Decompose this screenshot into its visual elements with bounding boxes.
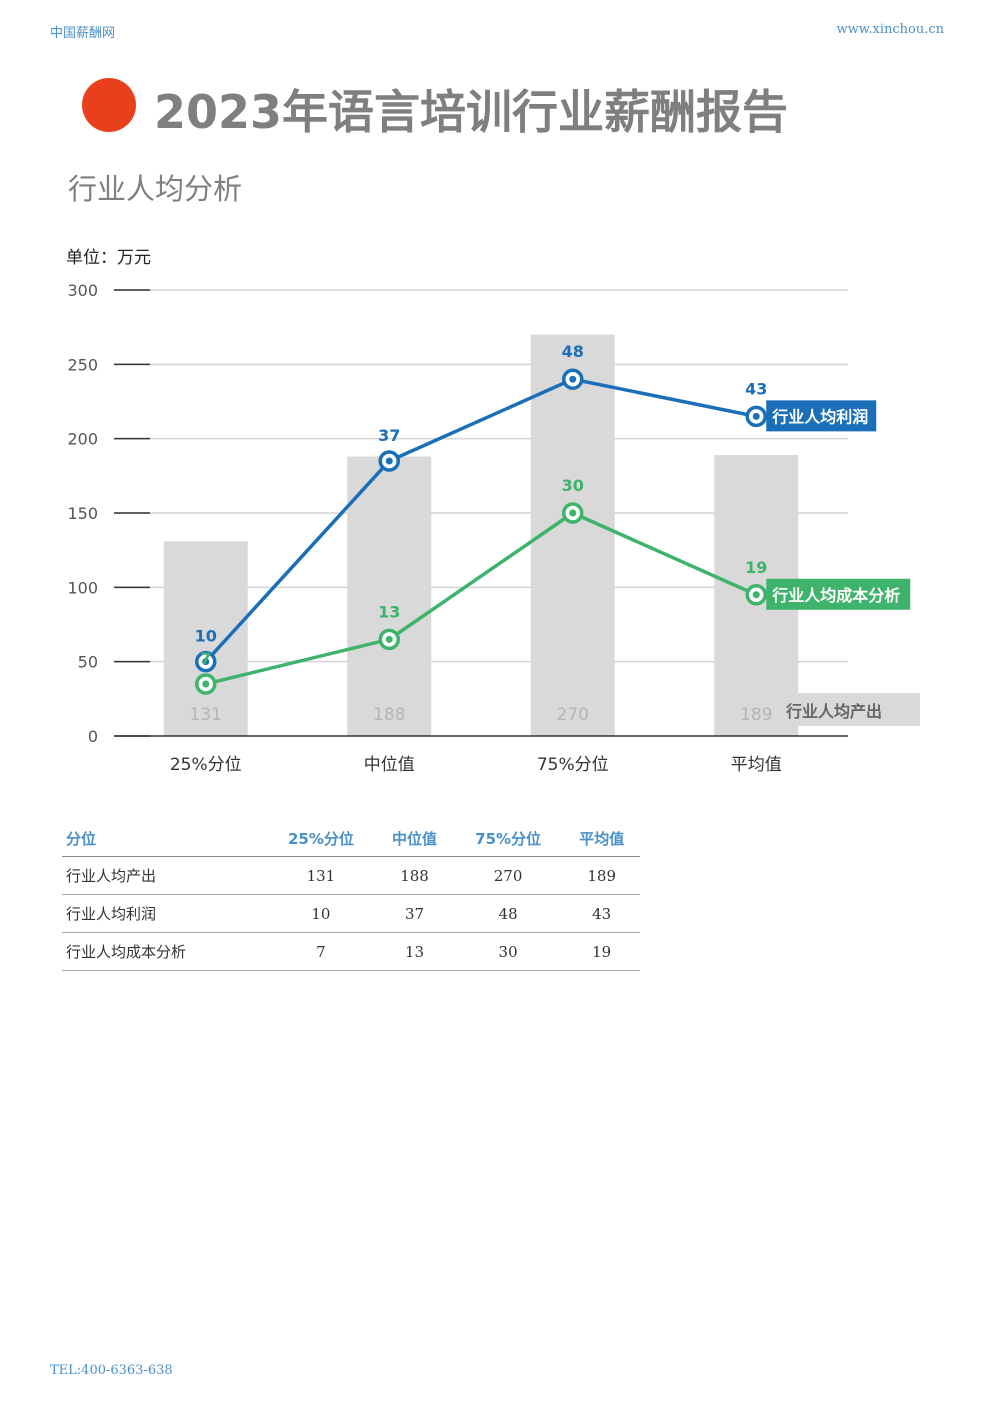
bar bbox=[530, 334, 615, 736]
table-header-cell: 平均值 bbox=[563, 820, 640, 857]
line-marker-dot bbox=[569, 509, 577, 517]
series-label-profit: 行业人均利润 bbox=[771, 407, 868, 426]
table-header-cell: 75%分位 bbox=[452, 820, 564, 857]
per-capita-chart: 0 50 100 150 200 250 300 131 188 270 189 25%分位 中位值 75… bbox=[67, 281, 920, 775]
table-cell: 13 bbox=[376, 932, 453, 971]
footer-phone: TEL:400-6363-638 bbox=[50, 1363, 173, 1378]
y-tick-label: 100 bbox=[67, 578, 98, 597]
line-marker-dot bbox=[385, 635, 393, 643]
y-tick-label: 50 bbox=[78, 653, 98, 672]
series-label-cost: 行业人均成本分析 bbox=[771, 586, 900, 605]
line-value-label: 48 bbox=[562, 342, 584, 361]
line-marker-dot bbox=[202, 680, 210, 688]
table-cell: 48 bbox=[452, 894, 564, 933]
data-table: 分位 25%分位 中位值 75%分位 平均值 行业人均产出 131 188 27… bbox=[62, 820, 640, 971]
unit-label: 单位：万元 bbox=[66, 248, 151, 268]
line-value-label: 37 bbox=[378, 426, 400, 445]
line-marker-dot bbox=[752, 412, 760, 420]
table-row: 行业人均产出 131 188 270 189 bbox=[62, 856, 640, 895]
table-cell: 37 bbox=[376, 894, 453, 933]
series-label-output: 行业人均产出 bbox=[785, 702, 882, 721]
bar-value-label: 131 bbox=[190, 705, 222, 725]
line-value-label: 7 bbox=[200, 649, 211, 668]
line-value-label: 30 bbox=[562, 476, 584, 495]
y-tick-label: 250 bbox=[67, 355, 98, 374]
y-tick-label: 0 bbox=[88, 727, 98, 746]
bar-value-label: 188 bbox=[373, 705, 405, 725]
table-row: 行业人均利润 10 37 48 43 bbox=[62, 894, 640, 933]
line-marker-dot bbox=[569, 375, 577, 383]
y-tick-label: 300 bbox=[67, 281, 98, 300]
site-name: 中国薪酬网 bbox=[50, 26, 116, 41]
line-value-label: 43 bbox=[745, 379, 767, 398]
line-value-label: 10 bbox=[195, 627, 217, 646]
table-header-cell: 中位值 bbox=[376, 820, 453, 857]
x-tick-label: 平均值 bbox=[731, 755, 782, 775]
series-line bbox=[204, 377, 757, 663]
line-value-label: 19 bbox=[745, 558, 767, 577]
series-label-box bbox=[773, 693, 920, 726]
table-cell: 43 bbox=[563, 894, 640, 933]
x-tick-label: 75%分位 bbox=[537, 755, 609, 775]
y-tick-label: 150 bbox=[67, 504, 98, 523]
table-cell: 270 bbox=[452, 856, 564, 895]
row-label: 行业人均成本分析 bbox=[62, 932, 266, 971]
series-label-box bbox=[766, 400, 877, 432]
section-subtitle: 行业人均分析 bbox=[68, 172, 243, 206]
bar-value-label: 189 bbox=[740, 705, 772, 725]
site-url[interactable]: www.xinchou.cn bbox=[836, 22, 944, 37]
line-marker-dot bbox=[202, 658, 210, 666]
table-header-cell: 分位 bbox=[62, 820, 266, 857]
table-header-cell: 25%分位 bbox=[265, 820, 377, 857]
table-cell: 30 bbox=[452, 932, 564, 971]
line-marker-dot bbox=[752, 591, 760, 599]
table-cell: 7 bbox=[265, 932, 377, 971]
series-line bbox=[205, 511, 757, 686]
table-cell: 188 bbox=[376, 856, 453, 895]
x-tick-label: 中位值 bbox=[364, 755, 415, 775]
series-label-box bbox=[766, 578, 911, 610]
line-marker-dot bbox=[385, 457, 393, 465]
report-title: 2023年语言培训行业薪酬报告 bbox=[154, 85, 789, 139]
bar bbox=[163, 541, 248, 736]
table-header-row: 分位 25%分位 中位值 75%分位 平均值 bbox=[62, 820, 640, 857]
table-cell: 131 bbox=[265, 856, 377, 895]
table-cell: 10 bbox=[265, 894, 377, 933]
y-tick-label: 200 bbox=[67, 430, 98, 449]
row-label: 行业人均利润 bbox=[62, 894, 266, 933]
line-value-label: 13 bbox=[378, 602, 400, 621]
row-label: 行业人均产出 bbox=[62, 856, 266, 895]
bar-value-label: 270 bbox=[557, 705, 589, 725]
bar bbox=[347, 456, 432, 736]
title-bullet-dot bbox=[82, 78, 136, 132]
table-cell: 189 bbox=[563, 856, 640, 895]
x-tick-label: 25%分位 bbox=[170, 755, 242, 775]
table-row: 行业人均成本分析 7 13 30 19 bbox=[62, 932, 640, 971]
table-cell: 19 bbox=[563, 932, 640, 971]
